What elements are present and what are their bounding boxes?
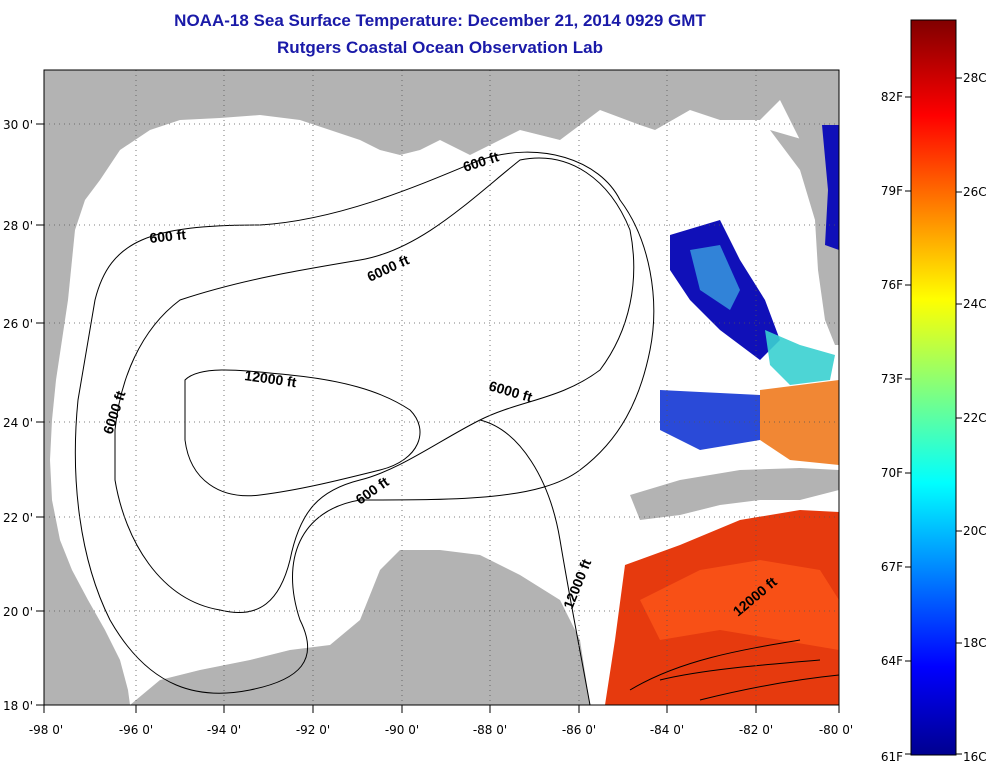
sst-florida-coast — [765, 330, 835, 385]
contour-12000ft-east — [479, 419, 591, 705]
colorbar-fahrenheit-label: 79F — [881, 184, 903, 198]
lat-tick-label: 24 0' — [3, 416, 33, 430]
lon-tick-label: -98 0' — [29, 723, 63, 737]
lon-tick-label: -96 0' — [119, 723, 153, 737]
lon-tick-label: -86 0' — [562, 723, 596, 737]
land-north-america — [44, 70, 839, 705]
map-subtitle: Rutgers Coastal Ocean Observation Lab — [277, 38, 603, 57]
colorbar-fahrenheit-label: 67F — [881, 560, 903, 574]
colorbar-gradient — [910, 19, 957, 756]
contour-6000ft — [114, 157, 635, 614]
colorbar-fahrenheit-label: 82F — [881, 90, 903, 104]
colorbar-fahrenheit-label: 76F — [881, 278, 903, 292]
colorbar-celsius-label: 28C — [963, 71, 987, 85]
map-panel: 600 ft 600 ft 600 ft 6000 ft 6000 ft 600… — [44, 70, 839, 705]
colorbar-celsius-label: 24C — [963, 297, 987, 311]
land-yucatan — [130, 550, 590, 705]
colorbar-celsius-label: 22C — [963, 411, 987, 425]
colorbar-fahrenheit-label: 73F — [881, 372, 903, 386]
lat-tick-label: 20 0' — [3, 605, 33, 619]
colorbar: 28C 26C 24C 22C 20C 18C 16C 82F 79F 76F … — [881, 19, 987, 764]
land-cuba — [630, 468, 839, 520]
colorbar-fahrenheit-label: 64F — [881, 654, 903, 668]
sst-east-florida — [822, 125, 839, 250]
lat-tick-label: 26 0' — [3, 317, 33, 331]
lon-tick-label: -90 0' — [385, 723, 419, 737]
sst-west-florida-2 — [690, 245, 740, 310]
lat-tick-label: 28 0' — [3, 219, 33, 233]
lon-tick-label: -84 0' — [650, 723, 684, 737]
lon-tick-label: -88 0' — [473, 723, 507, 737]
contour-caribbean — [629, 639, 839, 701]
sst-florida-straits — [760, 380, 839, 465]
lat-tick-labels: 18 0' 20 0' 22 0' 24 0' 26 0' 28 0' 30 0… — [3, 118, 33, 713]
lat-tick-label: 30 0' — [3, 118, 33, 132]
lat-tick-label: 18 0' — [3, 699, 33, 713]
lon-tick-label: -80 0' — [819, 723, 853, 737]
contour-label: 12000 ft — [244, 367, 298, 390]
map-title: NOAA-18 Sea Surface Temperature: Decembe… — [174, 11, 706, 30]
colorbar-fahrenheit-label: 61F — [881, 750, 903, 764]
lon-tick-label: -82 0' — [739, 723, 773, 737]
lon-tick-label: -92 0' — [296, 723, 330, 737]
lon-tick-labels: -98 0' -96 0' -94 0' -92 0' -90 0' -88 0… — [29, 723, 853, 737]
contour-600ft — [74, 151, 655, 694]
colorbar-celsius-label: 18C — [963, 636, 987, 650]
colorbar-celsius-label: 20C — [963, 524, 987, 538]
land-florida — [770, 130, 839, 345]
lat-tick-label: 22 0' — [3, 511, 33, 525]
colorbar-celsius-label: 26C — [963, 185, 987, 199]
contour-label: 600 ft — [149, 226, 187, 246]
axis-ticks — [36, 123, 840, 713]
colorbar-celsius-label: 16C — [963, 750, 987, 764]
bathymetry-contours — [74, 151, 839, 705]
lon-tick-label: -94 0' — [207, 723, 241, 737]
map-frame — [43, 69, 840, 706]
sst-florida-keys — [660, 390, 760, 450]
graticule — [44, 70, 839, 705]
sst-caribbean-warm — [640, 560, 839, 650]
colorbar-fahrenheit-label: 70F — [881, 466, 903, 480]
contour-12000ft — [184, 369, 421, 497]
